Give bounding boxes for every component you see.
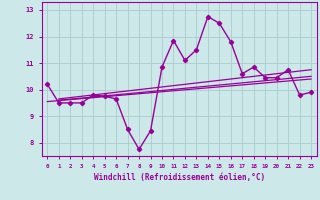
X-axis label: Windchill (Refroidissement éolien,°C): Windchill (Refroidissement éolien,°C) [94,173,265,182]
